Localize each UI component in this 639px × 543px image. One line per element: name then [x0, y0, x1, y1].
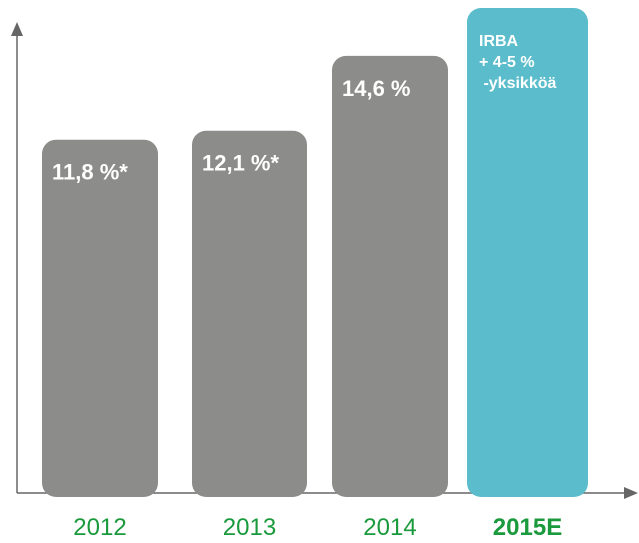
y-axis-arrow — [11, 22, 23, 36]
bar — [332, 55, 448, 497]
x-tick-label: 2013 — [223, 514, 276, 541]
annotation: IRBA — [479, 33, 519, 50]
x-tick-label: 2012 — [73, 514, 126, 541]
x-axis-arrow — [624, 487, 638, 499]
bar — [467, 8, 588, 497]
annotation: + 4-5 % — [479, 54, 535, 71]
value-label: 14,6 % — [342, 76, 411, 101]
bar — [42, 139, 158, 497]
value-label: 11,8 %* — [52, 160, 128, 185]
x-tick-label: 2015E — [493, 514, 562, 541]
bar — [192, 130, 307, 497]
annotation: -yksikköä — [479, 75, 556, 92]
x-tick-label: 2014 — [363, 514, 416, 541]
value-label: 12,1 %* — [202, 151, 279, 176]
